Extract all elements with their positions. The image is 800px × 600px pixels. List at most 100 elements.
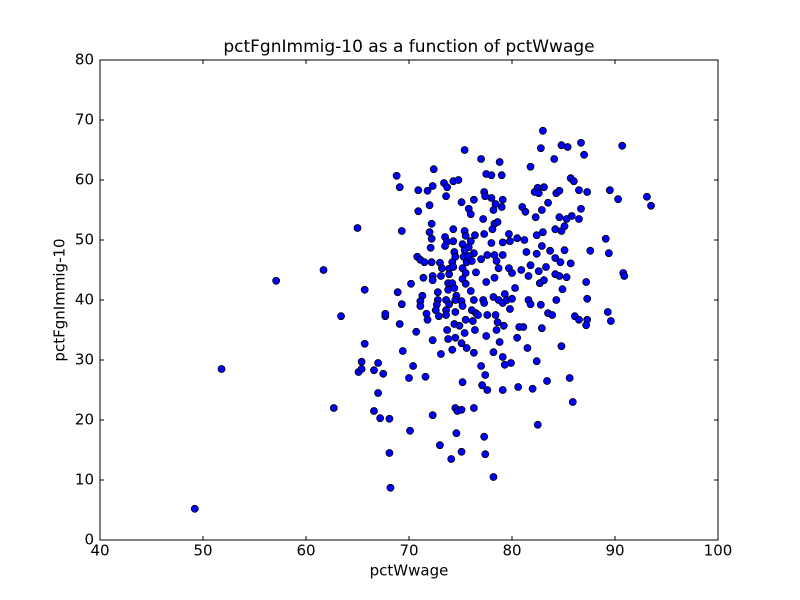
point	[419, 273, 428, 282]
y-tick-label: 30	[75, 351, 94, 369]
point	[528, 384, 537, 393]
point	[428, 336, 437, 345]
point	[452, 429, 461, 438]
point	[451, 333, 460, 342]
x-tick-label: 70	[399, 542, 418, 560]
point	[540, 183, 548, 192]
point	[370, 407, 378, 415]
chart-title: pctFgnImmig-10 as a function of pctWwage	[223, 37, 594, 57]
point	[495, 338, 504, 346]
y-tick-label: 60	[75, 171, 94, 189]
point	[536, 144, 545, 153]
point	[582, 321, 591, 330]
point	[469, 404, 478, 412]
point	[428, 276, 437, 285]
point	[566, 259, 575, 268]
point	[468, 317, 477, 325]
point	[532, 231, 541, 240]
point	[469, 296, 478, 304]
y-tick-label: 70	[75, 111, 94, 129]
point	[458, 378, 467, 387]
point	[451, 296, 460, 304]
point	[556, 258, 565, 267]
point	[497, 171, 506, 180]
point	[492, 326, 501, 334]
point	[575, 215, 583, 223]
point	[460, 146, 469, 154]
point	[506, 237, 514, 246]
point	[469, 195, 478, 204]
point	[568, 398, 577, 406]
point	[455, 321, 464, 330]
point	[543, 377, 551, 385]
point	[497, 203, 506, 211]
point	[370, 366, 378, 375]
point	[457, 447, 466, 456]
point	[409, 362, 418, 370]
point	[524, 272, 533, 280]
point	[548, 311, 557, 319]
point	[425, 201, 434, 210]
point	[447, 455, 456, 463]
point	[483, 251, 492, 259]
point	[450, 284, 459, 292]
point	[472, 268, 480, 277]
point	[477, 362, 486, 370]
point	[499, 321, 508, 330]
point	[513, 333, 522, 342]
point	[385, 449, 394, 457]
point	[460, 329, 469, 337]
point	[429, 165, 438, 174]
point	[517, 266, 526, 274]
point	[385, 414, 394, 423]
point	[567, 212, 576, 220]
point	[523, 344, 532, 352]
y-tick-label: 10	[75, 471, 94, 489]
point	[457, 339, 466, 348]
point	[329, 404, 338, 412]
point	[498, 238, 507, 247]
y-axis-label: pctFgnImmig-10	[51, 238, 69, 361]
plot-frame	[99, 59, 719, 541]
point	[471, 326, 479, 334]
point	[540, 276, 548, 285]
point	[405, 374, 413, 382]
point	[532, 357, 541, 366]
point	[449, 237, 458, 246]
point	[319, 266, 328, 274]
point	[457, 198, 466, 207]
point	[514, 383, 523, 391]
point	[498, 195, 507, 204]
point	[480, 230, 489, 238]
point	[428, 411, 437, 420]
point	[423, 186, 432, 195]
point	[466, 287, 475, 295]
point	[337, 312, 345, 321]
point	[580, 150, 588, 159]
point	[442, 311, 450, 319]
point	[482, 278, 491, 286]
point	[536, 300, 545, 309]
point	[494, 264, 503, 273]
point	[505, 230, 513, 238]
point	[520, 236, 529, 244]
point	[471, 231, 479, 240]
point	[604, 249, 613, 258]
point	[466, 210, 475, 219]
point	[491, 311, 500, 319]
point	[575, 186, 583, 195]
point	[412, 327, 421, 336]
point	[420, 258, 429, 267]
point	[448, 345, 457, 354]
point	[511, 284, 519, 292]
point	[217, 365, 226, 373]
point	[431, 306, 440, 315]
point	[425, 228, 434, 237]
point	[601, 234, 610, 243]
point	[498, 386, 507, 394]
point	[513, 234, 522, 243]
point	[493, 218, 502, 226]
point	[537, 206, 546, 214]
y-tick-label: 50	[75, 231, 94, 249]
